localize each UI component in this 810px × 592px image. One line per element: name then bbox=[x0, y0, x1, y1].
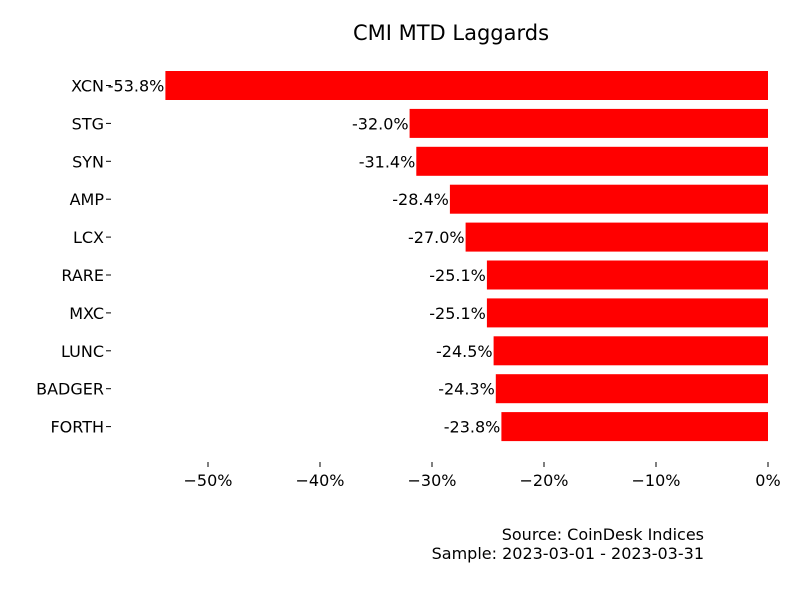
data-label-lcx: -27.0% bbox=[408, 228, 465, 247]
data-label-lunc: -24.5% bbox=[436, 342, 493, 361]
x-tick-label: −50% bbox=[184, 471, 233, 490]
x-tick-label: −30% bbox=[408, 471, 457, 490]
data-label-amp: -28.4% bbox=[392, 190, 449, 209]
y-tick-label-stg: STG bbox=[72, 114, 104, 133]
bar-lunc bbox=[493, 336, 768, 366]
y-tick-label-forth: FORTH bbox=[50, 418, 104, 437]
bar-forth bbox=[501, 412, 768, 442]
bar-rare bbox=[486, 260, 768, 290]
y-tick-label-badger: BADGER bbox=[36, 380, 104, 399]
data-label-forth: -23.8% bbox=[444, 418, 501, 437]
data-label-xcn: -53.8% bbox=[108, 77, 165, 96]
bars-layer bbox=[165, 71, 768, 442]
footer-sample: Sample: 2023-03-01 - 2023-03-31 bbox=[432, 544, 704, 563]
data-label-syn: -31.4% bbox=[359, 152, 416, 171]
data-label-rare: -25.1% bbox=[429, 266, 486, 285]
y-tick-label-lunc: LUNC bbox=[61, 342, 104, 361]
x-tick-label: 0% bbox=[755, 471, 780, 490]
x-tick-label: −10% bbox=[632, 471, 681, 490]
data-label-mxc: -25.1% bbox=[429, 304, 486, 323]
data-labels-layer: -53.8% -32.0% -31.4% -28.4% -27.0% -25.1% -25.… bbox=[108, 77, 501, 437]
bar-lcx bbox=[465, 222, 768, 252]
y-tick-label-xcn: XCN bbox=[71, 77, 104, 96]
bar-amp bbox=[449, 184, 768, 214]
x-tick-label: −20% bbox=[520, 471, 569, 490]
bar-badger bbox=[495, 374, 768, 404]
y-tick-label-rare: RARE bbox=[61, 266, 104, 285]
y-tick-label-lcx: LCX bbox=[73, 228, 104, 247]
y-tick-label-mxc: MXC bbox=[69, 304, 104, 323]
x-axis: −50% −40% −30% −20% −10% 0% bbox=[184, 462, 781, 490]
y-tick-label-amp: AMP bbox=[70, 190, 105, 209]
bar-mxc bbox=[486, 298, 768, 328]
chart-title: CMI MTD Laggards bbox=[353, 21, 549, 45]
bar-syn bbox=[416, 146, 768, 176]
y-tick-label-syn: SYN bbox=[72, 152, 104, 171]
data-label-badger: -24.3% bbox=[438, 380, 495, 399]
bar-xcn bbox=[165, 71, 768, 100]
x-tick-label: −40% bbox=[296, 471, 345, 490]
bar-stg bbox=[409, 108, 768, 138]
data-label-stg: -32.0% bbox=[352, 114, 409, 133]
y-axis-labels: XCN STG SYN AMP LCX RARE MXC LUNC BADGER FORTH bbox=[36, 77, 111, 437]
footer-source: Source: CoinDesk Indices bbox=[502, 525, 704, 544]
